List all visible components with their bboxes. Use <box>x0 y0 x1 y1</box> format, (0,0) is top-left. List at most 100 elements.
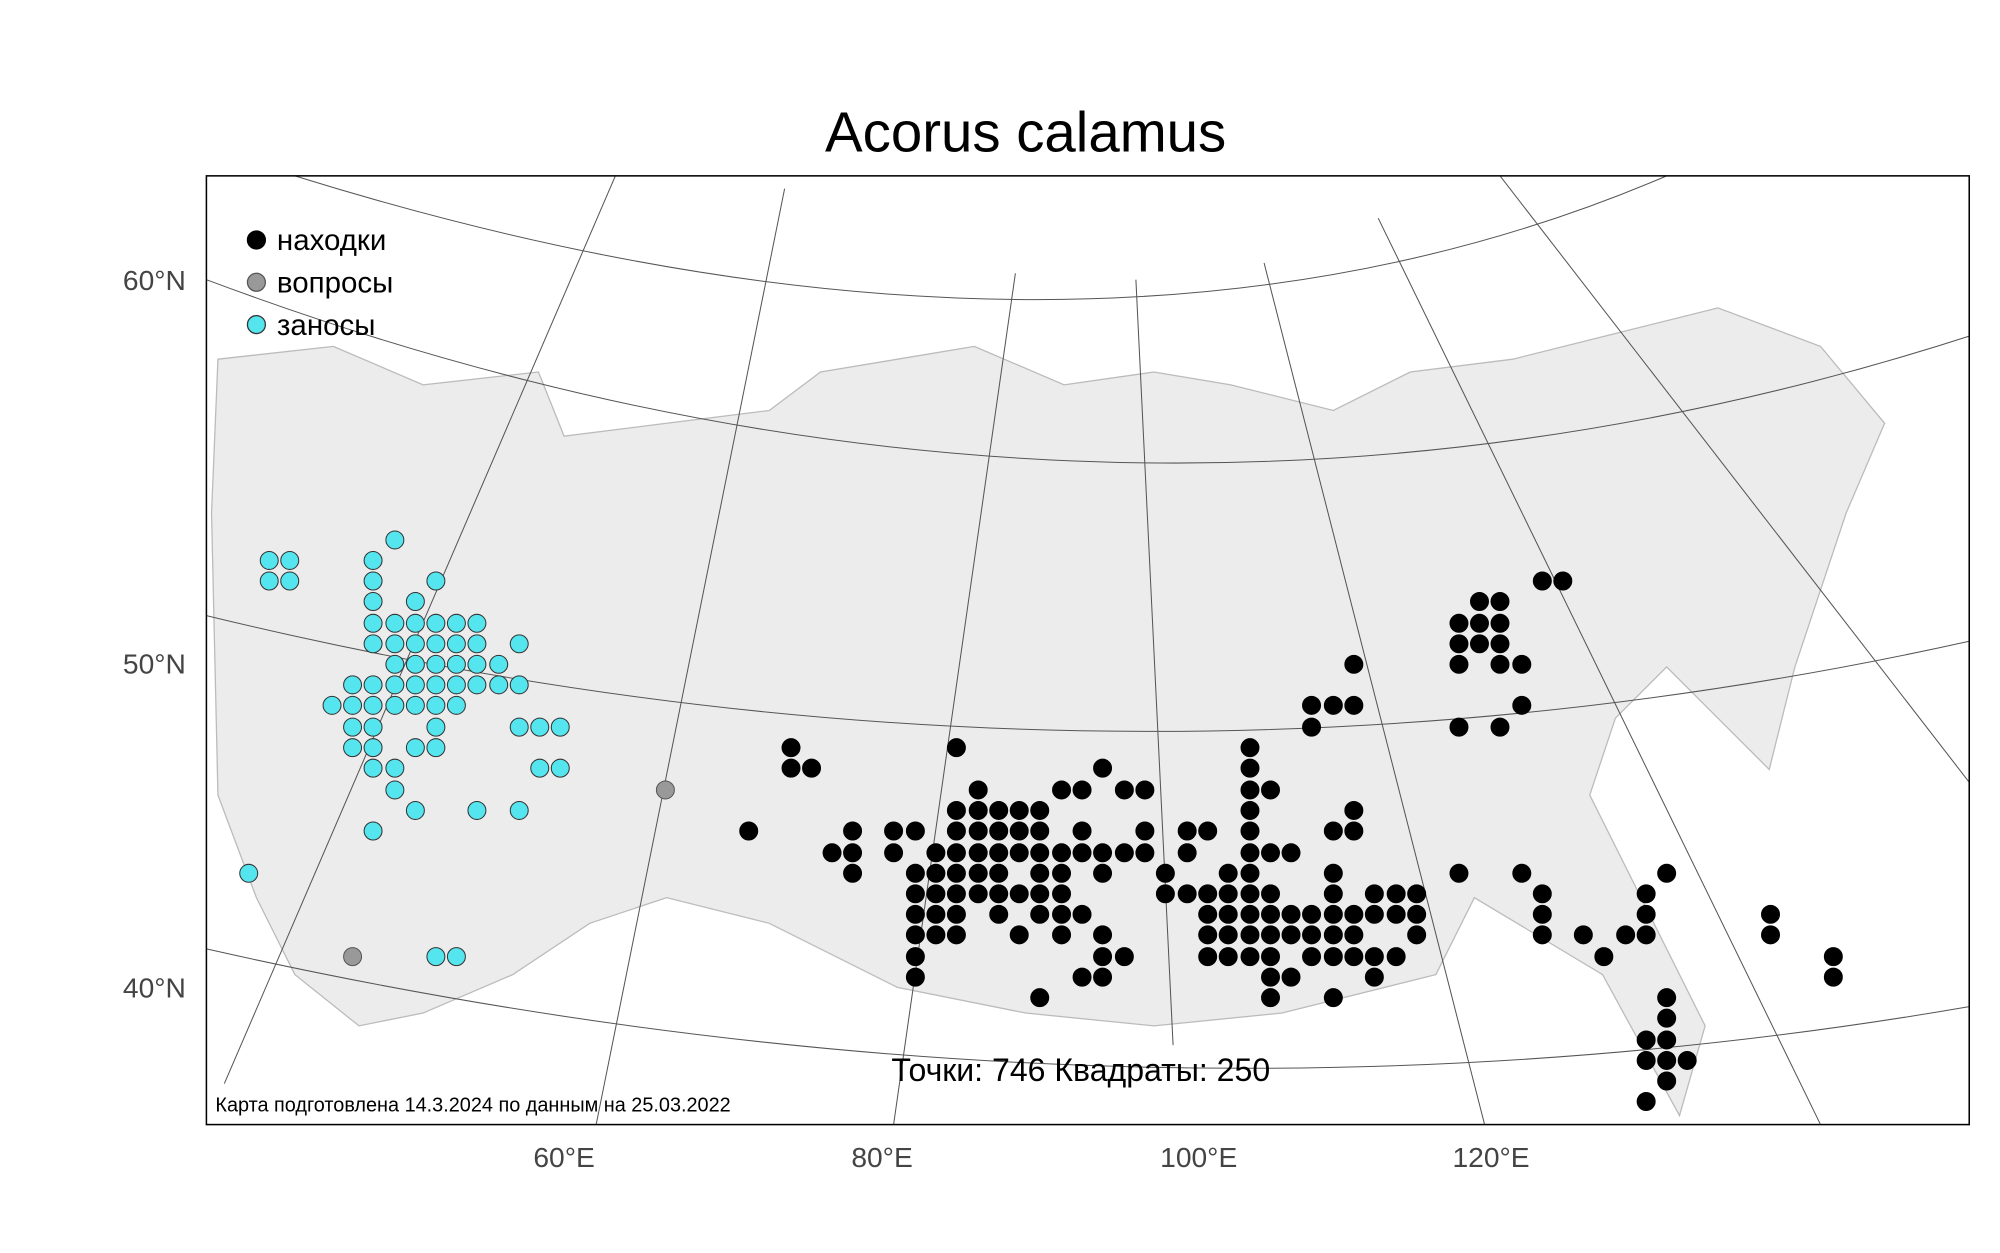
point <box>1093 967 1113 987</box>
point <box>989 800 1009 820</box>
point <box>1198 947 1218 967</box>
point <box>509 675 529 695</box>
point <box>509 634 529 654</box>
point <box>1072 967 1092 987</box>
legend-marker <box>246 272 267 292</box>
point <box>1240 884 1260 904</box>
point <box>1261 884 1280 904</box>
point <box>989 843 1009 863</box>
point <box>946 925 966 945</box>
point <box>1198 925 1218 945</box>
parallel <box>206 279 1970 464</box>
legend-marker <box>246 230 267 250</box>
point <box>926 904 946 924</box>
point <box>1261 843 1280 863</box>
point <box>1677 1050 1697 1070</box>
point <box>1512 863 1532 883</box>
point <box>1657 1050 1677 1070</box>
legend-marker <box>246 314 267 335</box>
point <box>1198 904 1218 924</box>
point <box>405 675 425 695</box>
point <box>446 947 466 967</box>
point <box>1281 904 1301 924</box>
point <box>1052 904 1072 924</box>
frame <box>205 175 1970 1126</box>
point <box>1657 1008 1677 1028</box>
point <box>426 634 446 654</box>
point <box>1532 571 1552 591</box>
point <box>1386 884 1406 904</box>
point <box>1344 800 1364 820</box>
point <box>946 904 966 924</box>
point <box>1302 947 1322 967</box>
point <box>946 800 966 820</box>
point <box>1407 925 1427 945</box>
point <box>363 821 383 841</box>
point <box>343 738 363 758</box>
point <box>1512 654 1532 674</box>
point <box>1323 925 1343 945</box>
point <box>1407 884 1427 904</box>
point <box>405 634 425 654</box>
lon-label: 100°E <box>1160 1141 1237 1173</box>
point <box>239 863 259 883</box>
point <box>385 654 405 674</box>
point <box>1093 843 1113 863</box>
point <box>1553 571 1573 591</box>
point <box>446 613 466 633</box>
meridian <box>1135 279 1174 1046</box>
point <box>1490 592 1510 611</box>
legend-label: вопросы <box>277 267 393 300</box>
point <box>1240 843 1260 863</box>
point <box>968 884 988 904</box>
points <box>239 530 1843 1111</box>
point <box>1512 695 1532 715</box>
point <box>343 717 363 737</box>
point <box>843 843 863 863</box>
point <box>843 863 863 883</box>
stats: Точки: 746 Квадраты: 250 <box>891 1052 1270 1088</box>
meridian <box>595 188 786 1125</box>
point <box>1364 904 1384 924</box>
point <box>1030 988 1050 1008</box>
point <box>426 675 446 695</box>
point <box>1261 925 1280 945</box>
point <box>1302 695 1322 715</box>
point <box>1823 947 1843 967</box>
point <box>1052 780 1072 800</box>
point <box>1240 904 1260 924</box>
point <box>1470 634 1489 654</box>
point <box>1449 863 1469 883</box>
meridian <box>1263 262 1486 1125</box>
point <box>781 738 801 758</box>
point <box>1657 1071 1677 1091</box>
point <box>1093 758 1113 778</box>
point <box>1030 800 1050 820</box>
legend: находки вопросы заносы <box>246 224 393 342</box>
point <box>426 613 446 633</box>
point <box>1114 947 1134 967</box>
meridian <box>1499 175 1970 783</box>
point <box>1093 925 1113 945</box>
lat-label: 50°N <box>123 647 186 679</box>
point <box>1198 821 1218 841</box>
point <box>1344 947 1364 967</box>
point <box>1093 947 1113 967</box>
point <box>1636 1092 1656 1111</box>
point <box>1281 925 1301 945</box>
point <box>1261 967 1280 987</box>
point <box>405 613 425 633</box>
point <box>1218 925 1238 945</box>
point <box>1323 863 1343 883</box>
point <box>1177 821 1197 841</box>
lon-label: 120°E <box>1452 1141 1529 1173</box>
point <box>363 695 383 715</box>
point <box>385 758 405 778</box>
point <box>781 758 801 778</box>
point <box>1093 863 1113 883</box>
point <box>1761 904 1780 924</box>
point <box>343 675 363 695</box>
point <box>989 821 1009 841</box>
point <box>926 925 946 945</box>
legend-label: заносы <box>277 309 375 342</box>
